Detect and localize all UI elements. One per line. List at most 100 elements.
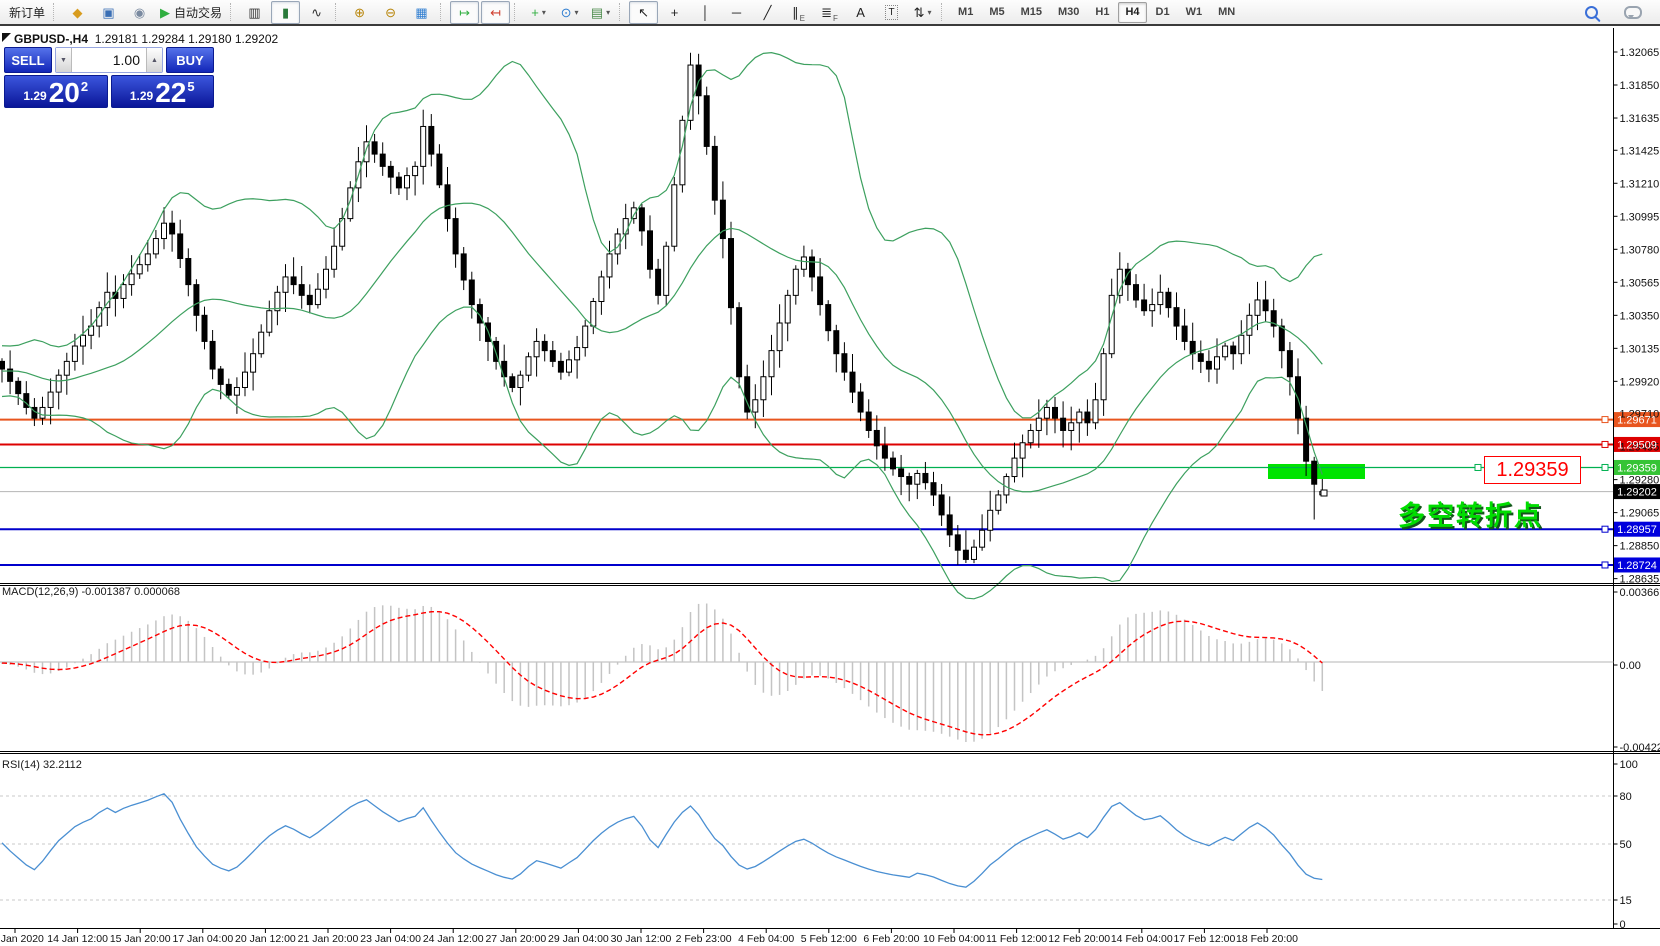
- profiles-icon[interactable]: ◆: [63, 1, 92, 24]
- line-handle[interactable]: [1601, 440, 1609, 448]
- volume-decrease-button[interactable]: ▼: [56, 48, 72, 72]
- candle-bullish: [525, 356, 532, 376]
- tf-m30-label: M30: [1058, 6, 1080, 18]
- line-handle[interactable]: [1601, 525, 1609, 533]
- candle-bullish: [574, 347, 581, 361]
- toolbar-separator: [941, 3, 946, 21]
- line-handle[interactable]: [1601, 561, 1609, 569]
- tf-d1[interactable]: D1: [1149, 2, 1177, 23]
- candle-bullish: [1116, 268, 1123, 296]
- trendline-icon[interactable]: ╱: [753, 1, 782, 24]
- indicators-icon[interactable]: ▤ ▾: [586, 1, 615, 24]
- time-tick-label: 23 Jan 04:00: [360, 933, 421, 945]
- toolbar-separator: [335, 3, 340, 21]
- horizontal-line-icon[interactable]: ─: [722, 1, 751, 24]
- line-handle[interactable]: [1601, 463, 1609, 471]
- sell-price[interactable]: 1.29 20 2: [4, 75, 108, 108]
- tf-h4-label: H4: [1125, 6, 1140, 18]
- candle-bearish: [1124, 268, 1131, 286]
- new-order-button[interactable]: 新订单: [5, 1, 49, 24]
- line-handle[interactable]: [1474, 463, 1482, 471]
- tf-mn-label: MN: [1218, 6, 1236, 18]
- price-callout-label[interactable]: 1.29359: [1484, 456, 1581, 484]
- channel-icon-sub: E: [799, 13, 805, 23]
- arrows-icon-dropdown[interactable]: ▾: [927, 7, 932, 17]
- volume-increase-button[interactable]: ▲: [146, 48, 162, 72]
- candle-bullish: [258, 331, 265, 355]
- price-tick-label: 1.30995: [1620, 211, 1660, 223]
- tf-m5[interactable]: M5: [982, 2, 1011, 23]
- price-badge-label: 1.28724: [1617, 560, 1657, 572]
- time-tick-label: 13 Jan 2020: [0, 933, 44, 945]
- buy-price[interactable]: 1.29 22 5: [110, 75, 214, 108]
- new-chart-icon[interactable]: + ▾: [524, 1, 553, 24]
- candle-bearish: [1141, 299, 1148, 312]
- tf-w1[interactable]: W1: [1179, 2, 1210, 23]
- auto-scroll-icon[interactable]: ↦: [450, 0, 480, 24]
- cursor-icon[interactable]: ↖: [629, 0, 659, 24]
- candle-bearish: [23, 393, 30, 408]
- zoom-out-icon[interactable]: ⊖: [376, 1, 405, 24]
- tf-mn[interactable]: MN: [1211, 2, 1242, 23]
- tf-h1[interactable]: H1: [1088, 2, 1116, 23]
- candle-bullish: [274, 291, 281, 312]
- candle-bullish: [266, 310, 273, 333]
- sell-button[interactable]: SELL: [4, 47, 52, 73]
- candle-bullish: [282, 276, 289, 293]
- indicators-icon-dropdown[interactable]: ▾: [606, 7, 611, 17]
- chart-shift-icon[interactable]: ↤: [481, 0, 511, 24]
- tf-m15[interactable]: M15: [1014, 2, 1049, 23]
- buy-button[interactable]: BUY: [166, 47, 214, 73]
- price-badge: [1614, 484, 1660, 500]
- time-tick-label: 4 Feb 04:00: [738, 933, 794, 945]
- turning-point-note[interactable]: 多空转折点: [1398, 501, 1543, 531]
- label-icon[interactable]: T: [877, 1, 906, 24]
- channel-icon[interactable]: ∥ E: [784, 1, 813, 24]
- price-tick-label: 1.28635: [1620, 574, 1660, 586]
- news-icon: ◉: [133, 4, 146, 20]
- crosshair-icon[interactable]: +: [660, 1, 689, 24]
- news-icon[interactable]: ◉: [125, 1, 154, 24]
- candlestick-chart-icon[interactable]: ▮: [271, 0, 301, 24]
- candle-bullish: [979, 529, 986, 548]
- candle-bullish: [1100, 353, 1107, 401]
- zoom-in-icon[interactable]: ⊕: [345, 1, 374, 24]
- tf-h4[interactable]: H4: [1118, 1, 1147, 23]
- search-icon[interactable]: [1577, 1, 1606, 24]
- text-icon[interactable]: A: [846, 1, 875, 24]
- line-chart-icon[interactable]: ∿: [302, 1, 331, 24]
- channel-icon: ∥: [792, 4, 799, 20]
- tf-m1[interactable]: M1: [951, 2, 980, 23]
- candle-bullish: [331, 245, 338, 270]
- volume-value[interactable]: 1.00: [112, 52, 140, 68]
- autotrading-button-label: 自动交易: [174, 5, 223, 20]
- line-handle[interactable]: [1601, 416, 1609, 424]
- fibonacci-icon[interactable]: ≣ F: [815, 1, 844, 24]
- tile-windows-icon[interactable]: ▦: [407, 1, 436, 24]
- period-icon-dropdown[interactable]: ▾: [574, 7, 579, 17]
- macd-label: MACD(12,26,9) -0.001387 0.000068: [2, 586, 180, 598]
- candle-bearish: [938, 494, 945, 516]
- object-handle[interactable]: [1320, 489, 1328, 497]
- data-window-icon[interactable]: ▣: [94, 1, 123, 24]
- macd-pane: [0, 591, 1618, 748]
- candle-bearish: [1173, 307, 1180, 327]
- candle-bullish: [582, 325, 589, 349]
- candle-bullish: [1238, 334, 1245, 355]
- chat-icon[interactable]: [1618, 1, 1647, 24]
- vertical-line-icon[interactable]: │: [691, 1, 720, 24]
- candle-bearish: [452, 218, 459, 255]
- candle-bullish: [96, 307, 103, 327]
- new-chart-icon-dropdown[interactable]: ▾: [541, 7, 546, 17]
- candle-bullish: [784, 294, 791, 324]
- candle-bullish: [1076, 411, 1083, 424]
- tf-h1-label: H1: [1095, 6, 1110, 18]
- line-chart-icon: ∿: [311, 4, 322, 20]
- period-icon[interactable]: ⊙ ▾: [555, 1, 584, 24]
- bar-chart-icon[interactable]: ▥: [240, 1, 269, 24]
- arrows-icon[interactable]: ⇅ ▾: [908, 1, 937, 24]
- toolbar-separator: [514, 3, 519, 21]
- tf-m30[interactable]: M30: [1051, 2, 1086, 23]
- price-badge-label: 1.29509: [1617, 439, 1657, 451]
- autotrading-button[interactable]: ▶ 自动交易: [156, 1, 226, 24]
